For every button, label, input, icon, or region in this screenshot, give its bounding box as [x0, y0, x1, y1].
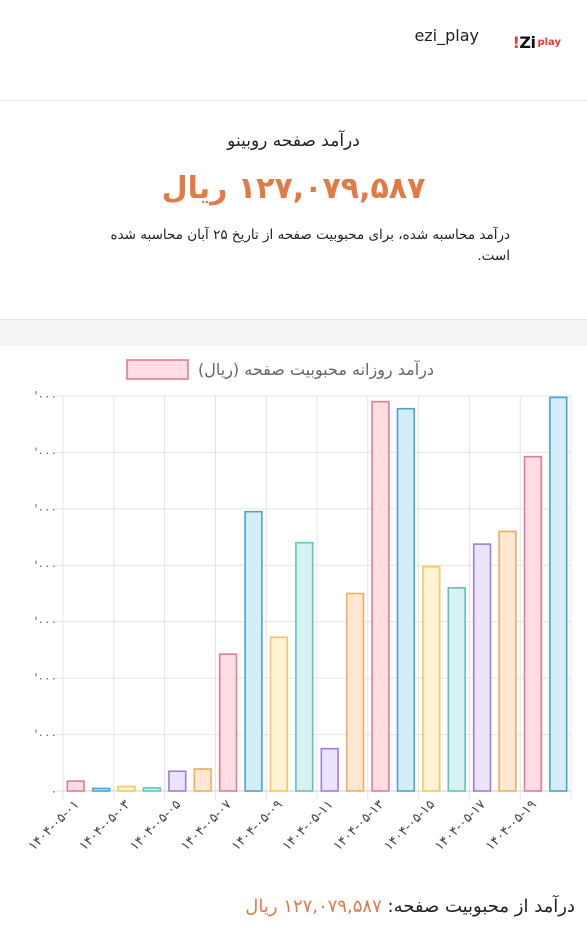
revenue-description: درآمد محاسبه شده، برای محبوبیت صفحه از ت…: [110, 227, 511, 264]
revenue-amount: ۱۲۷,۰۷۹,۵۸۷ ریال: [161, 171, 426, 206]
x-tick-label: ۱۴۰۴-۰۵-۰۳: [77, 797, 134, 854]
bar: [345, 592, 365, 792]
revenue-title: درآمد صفحه روبینو: [227, 131, 360, 151]
bar: [523, 455, 543, 792]
bar: [193, 768, 212, 792]
legend-label: درآمد روزانه محبوبیت صفحه (ریال): [198, 360, 434, 380]
bar: [269, 636, 289, 792]
bar: [498, 530, 517, 792]
y-tick-label: '۰۰۰: [34, 445, 57, 459]
y-tick-label: '۰۰۰: [34, 502, 57, 516]
app-logo[interactable]: !Zi play: [513, 33, 561, 52]
y-tick-label: '۰۰۰: [34, 389, 57, 403]
x-tick-label: ۱۴۰۴-۰۵-۱۱: [280, 797, 337, 854]
x-tick-label: ۱۴۰۴-۰۵-۱۹: [483, 797, 540, 854]
footer-revenue-amount: ۱۲۷,۰۷۹,۵۸۷ ریال: [245, 896, 382, 917]
bar: [371, 400, 390, 792]
bar: [218, 653, 238, 792]
x-tick-label: ۱۴۰۴-۰۵-۱۳: [331, 797, 388, 854]
x-tick-label: ۱۴۰۴-۰۵-۱۷: [432, 797, 489, 854]
x-tick-label: ۱۴۰۴-۰۵-۰۹: [229, 797, 286, 854]
x-tick-label: ۱۴۰۴-۰۵-۰۱: [26, 797, 83, 854]
revenue-bar-chart: درآمد روزانه محبوبیت صفحه (ریال) ۰ '۰۰۰ '۰۰…: [26, 359, 572, 854]
logo-play-text: play: [537, 37, 561, 48]
bar: [447, 587, 466, 792]
bar: [168, 770, 187, 792]
y-tick-label: '۰۰۰: [34, 558, 57, 572]
bar: [66, 780, 85, 792]
x-tick-label: ۱۴۰۴-۰۵-۱۵: [381, 797, 438, 854]
bar: [422, 565, 441, 792]
footer-revenue-label: درآمد از محبوبیت صفحه:: [387, 896, 576, 917]
section-divider: [0, 319, 587, 346]
bar: [117, 785, 136, 792]
bar: [320, 747, 339, 792]
y-tick-label: '۰۰۰: [34, 615, 57, 629]
bar: [91, 787, 111, 792]
x-tick-label: ۱۴۰۴-۰۵-۰۷: [178, 797, 235, 854]
app-header: ezi_play !Zi play: [0, 0, 587, 101]
username: ezi_play: [414, 26, 479, 45]
y-tick-label: '۰۰۰: [34, 671, 57, 685]
footer-revenue-line: درآمد از محبوبیت صفحه: ۱۲۷,۰۷۹,۵۸۷ ریال: [0, 896, 587, 926]
bar: [142, 787, 162, 792]
y-tick-label: '۰۰۰: [34, 728, 57, 742]
bar: [244, 510, 263, 792]
logo-mark: !Zi: [512, 33, 536, 52]
x-tick-label: ۱۴۰۴-۰۵-۰۵: [127, 797, 184, 854]
bar: [472, 543, 492, 792]
legend-swatch: [126, 359, 189, 380]
revenue-summary: درآمد صفحه روبینو ۱۲۷,۰۷۹,۵۸۷ ریال درآمد…: [0, 101, 587, 319]
bar: [549, 396, 568, 792]
bar: [396, 407, 416, 792]
bar: [295, 541, 314, 792]
y-tick-label: ۰: [51, 784, 57, 798]
